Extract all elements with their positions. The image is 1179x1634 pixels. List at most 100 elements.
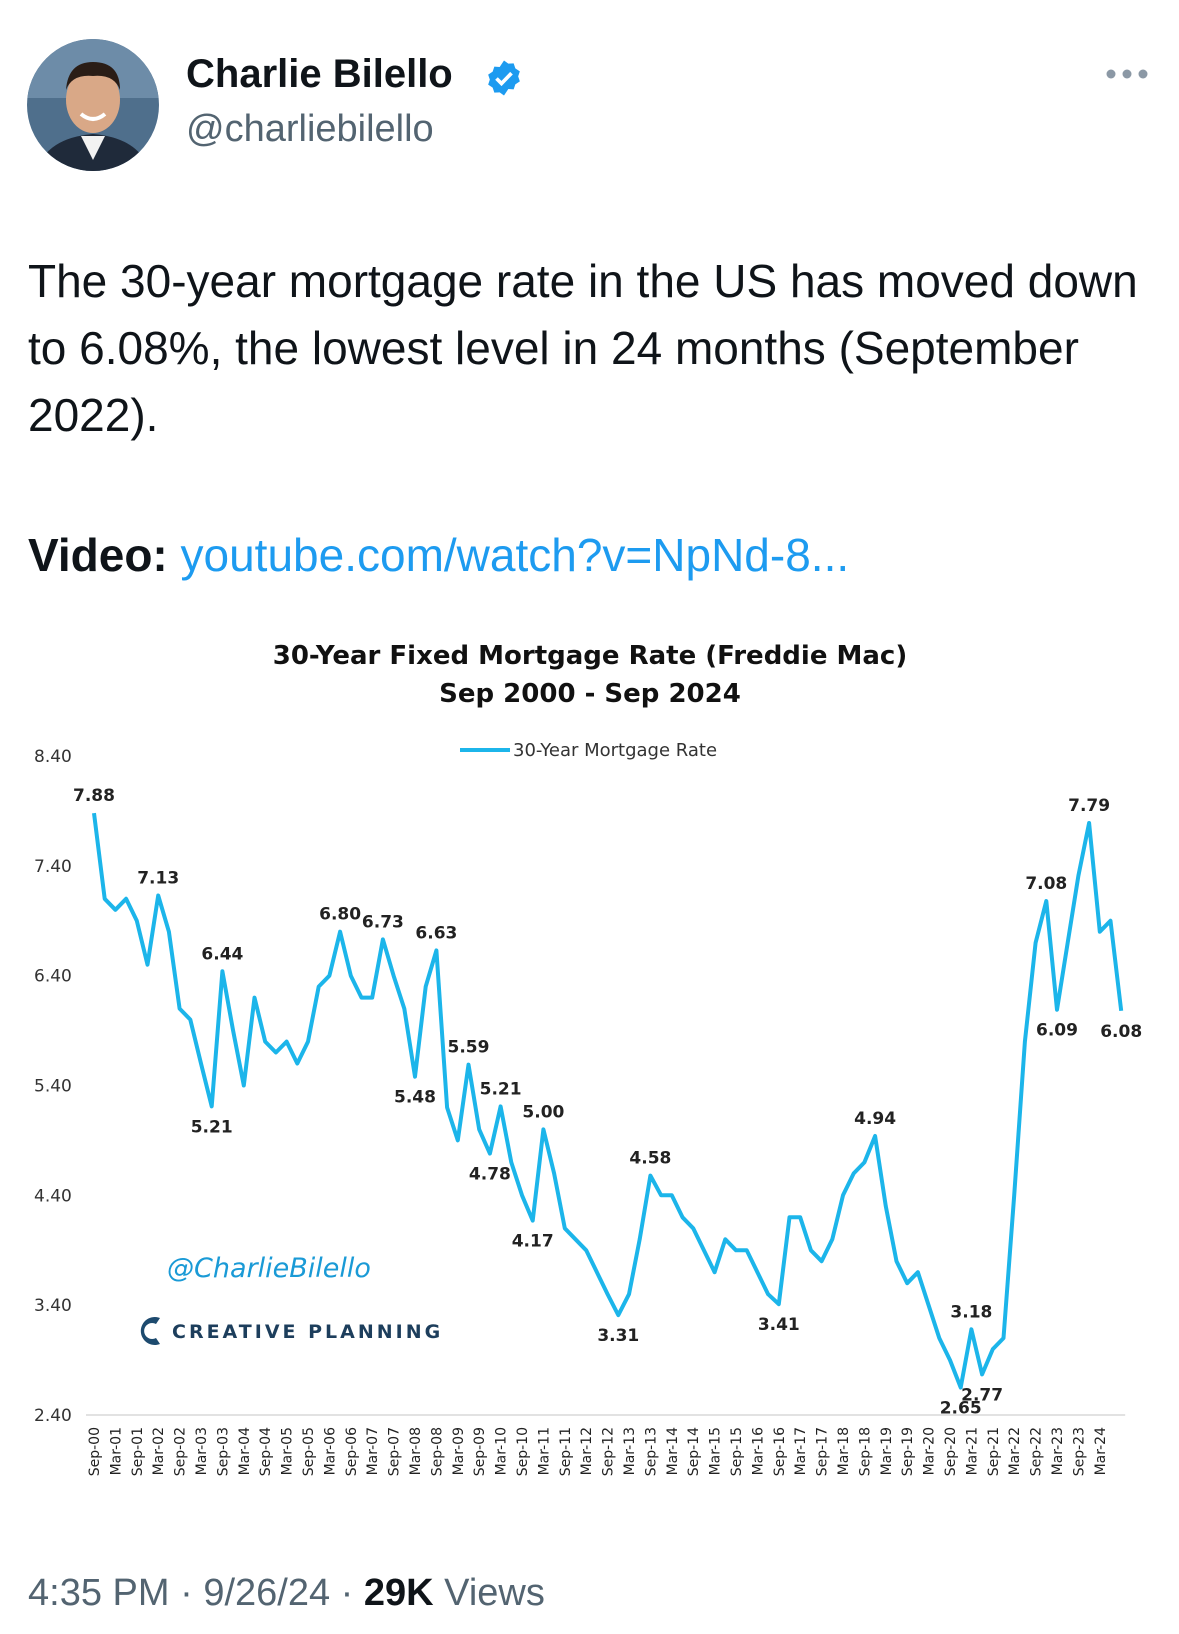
y-tick-label: 7.40	[34, 857, 72, 877]
x-tick-label: Sep-12	[601, 1427, 617, 1476]
x-tick-label: Sep-09	[472, 1427, 488, 1476]
video-line: Video: youtube.com/watch?v=NpNd-8...	[28, 528, 849, 582]
data-label: 3.41	[758, 1315, 800, 1335]
views-label: Views	[444, 1572, 545, 1614]
data-label: 2.77	[961, 1385, 1003, 1405]
x-tick-label: Mar-20	[922, 1427, 938, 1475]
x-tick-label: Mar-12	[579, 1427, 595, 1475]
data-label: 3.31	[597, 1326, 639, 1346]
x-tick-label: Sep-21	[986, 1427, 1002, 1476]
chart-subtitle: Sep 2000 - Sep 2024	[439, 679, 741, 709]
data-label: 7.88	[73, 786, 115, 806]
x-tick-label: Sep-23	[1071, 1427, 1087, 1476]
x-tick-label: Sep-16	[772, 1427, 788, 1476]
x-tick-label: Mar-16	[750, 1427, 766, 1475]
y-tick-label: 6.40	[34, 967, 72, 987]
video-link[interactable]: youtube.com/watch?v=NpNd-8...	[180, 529, 850, 581]
verified-badge	[488, 60, 520, 96]
x-tick-label: Sep-14	[686, 1427, 702, 1476]
separator: ·	[180, 1572, 193, 1614]
separator: ·	[340, 1572, 354, 1614]
x-tick-label: Mar-04	[237, 1427, 253, 1475]
data-label: 7.08	[1025, 874, 1067, 894]
x-tick-label: Mar-11	[536, 1427, 552, 1475]
brand: CREATIVE PLANNING	[172, 1321, 443, 1343]
x-tick-label: Mar-02	[151, 1427, 167, 1475]
data-label: 5.00	[522, 1102, 564, 1122]
brand-logo	[140, 1317, 160, 1345]
x-tick-label: Mar-13	[622, 1427, 638, 1475]
avatar[interactable]	[26, 38, 160, 172]
data-label: 6.80	[319, 905, 361, 925]
x-tick-label: Sep-00	[87, 1427, 103, 1476]
x-tick-label: Mar-15	[708, 1427, 724, 1475]
data-label: 4.94	[854, 1109, 896, 1129]
data-label: 6.09	[1036, 1021, 1078, 1041]
x-tick-label: Mar-06	[322, 1427, 338, 1475]
x-tick-label: Mar-08	[408, 1427, 424, 1475]
time[interactable]: 4:35 PM	[28, 1572, 170, 1614]
x-tick-label: Mar-03	[194, 1427, 210, 1475]
x-tick-label: Sep-07	[387, 1427, 403, 1476]
data-label: 7.13	[137, 868, 179, 888]
x-tick-label: Mar-01	[108, 1427, 124, 1475]
x-tick-label: Sep-11	[558, 1427, 574, 1476]
x-tick-label: Mar-21	[964, 1427, 980, 1475]
y-tick-label: 2.40	[34, 1406, 72, 1426]
y-tick-label: 8.40	[34, 747, 72, 767]
data-label: 3.18	[950, 1302, 992, 1322]
x-tick-label: Mar-18	[836, 1427, 852, 1475]
x-tick-label: Sep-05	[301, 1427, 317, 1476]
footer: 4:35 PM · 9/26/24 · 29K Views	[28, 1572, 545, 1615]
legend-label: 30-Year Mortgage Rate	[513, 740, 717, 761]
watermark: @CharlieBilello	[167, 1253, 371, 1284]
y-tick-label: 4.40	[34, 1186, 72, 1206]
x-tick-label: Mar-17	[793, 1427, 809, 1475]
x-tick-label: Mar-05	[280, 1427, 296, 1475]
x-tick-label: Sep-17	[815, 1427, 831, 1476]
data-label: 6.73	[362, 912, 404, 932]
video-label: Video:	[28, 529, 168, 581]
x-tick-label: Sep-04	[258, 1427, 274, 1476]
x-tick-label: Sep-19	[900, 1427, 916, 1476]
chart: 30-Year Fixed Mortgage Rate (Freddie Mac…	[34, 641, 1142, 1476]
data-label: 5.59	[448, 1038, 490, 1058]
data-label: 6.08	[1100, 1022, 1142, 1042]
data-label: 7.79	[1068, 796, 1110, 816]
x-tick-label: Sep-01	[130, 1427, 146, 1476]
x-tick-label: Mar-22	[1007, 1427, 1023, 1475]
data-label: 4.78	[469, 1165, 511, 1185]
date[interactable]: 9/26/24	[203, 1572, 331, 1614]
data-label: 6.63	[415, 923, 457, 943]
author-name[interactable]: Charlie Bilello	[186, 52, 453, 96]
tweet-text: The 30-year mortgage rate in the US has …	[28, 255, 1138, 441]
chart-title: 30-Year Fixed Mortgage Rate (Freddie Mac…	[273, 641, 907, 671]
data-label: 5.21	[191, 1117, 233, 1137]
x-tick-label: Mar-19	[879, 1427, 895, 1475]
author-handle[interactable]: @charliebilello	[186, 108, 434, 150]
y-tick-label: 3.40	[34, 1296, 72, 1316]
x-tick-label: Mar-14	[665, 1427, 681, 1475]
x-tick-label: Mar-23	[1050, 1427, 1066, 1475]
x-tick-label: Mar-09	[451, 1427, 467, 1475]
more-button[interactable]	[1105, 68, 1149, 80]
x-tick-label: Sep-03	[215, 1427, 231, 1476]
y-tick-label: 5.40	[34, 1077, 72, 1097]
x-tick-label: Sep-08	[429, 1427, 445, 1476]
x-tick-label: Mar-24	[1093, 1427, 1109, 1475]
x-tick-label: Sep-22	[1029, 1427, 1045, 1476]
x-tick-label: Sep-02	[173, 1427, 189, 1476]
x-tick-label: Sep-15	[729, 1427, 745, 1476]
data-label: 6.44	[201, 944, 243, 964]
x-tick-label: Sep-20	[943, 1427, 959, 1476]
data-label: 5.21	[480, 1079, 522, 1099]
data-label: 2.65	[940, 1399, 982, 1419]
x-tick-label: Sep-10	[515, 1427, 531, 1476]
x-tick-label: Sep-06	[344, 1427, 360, 1476]
data-label: 4.58	[629, 1149, 671, 1169]
x-tick-label: Sep-18	[857, 1427, 873, 1476]
views-count: 29K	[363, 1572, 434, 1614]
data-label: 4.17	[512, 1232, 554, 1252]
x-tick-label: Mar-10	[494, 1427, 510, 1475]
